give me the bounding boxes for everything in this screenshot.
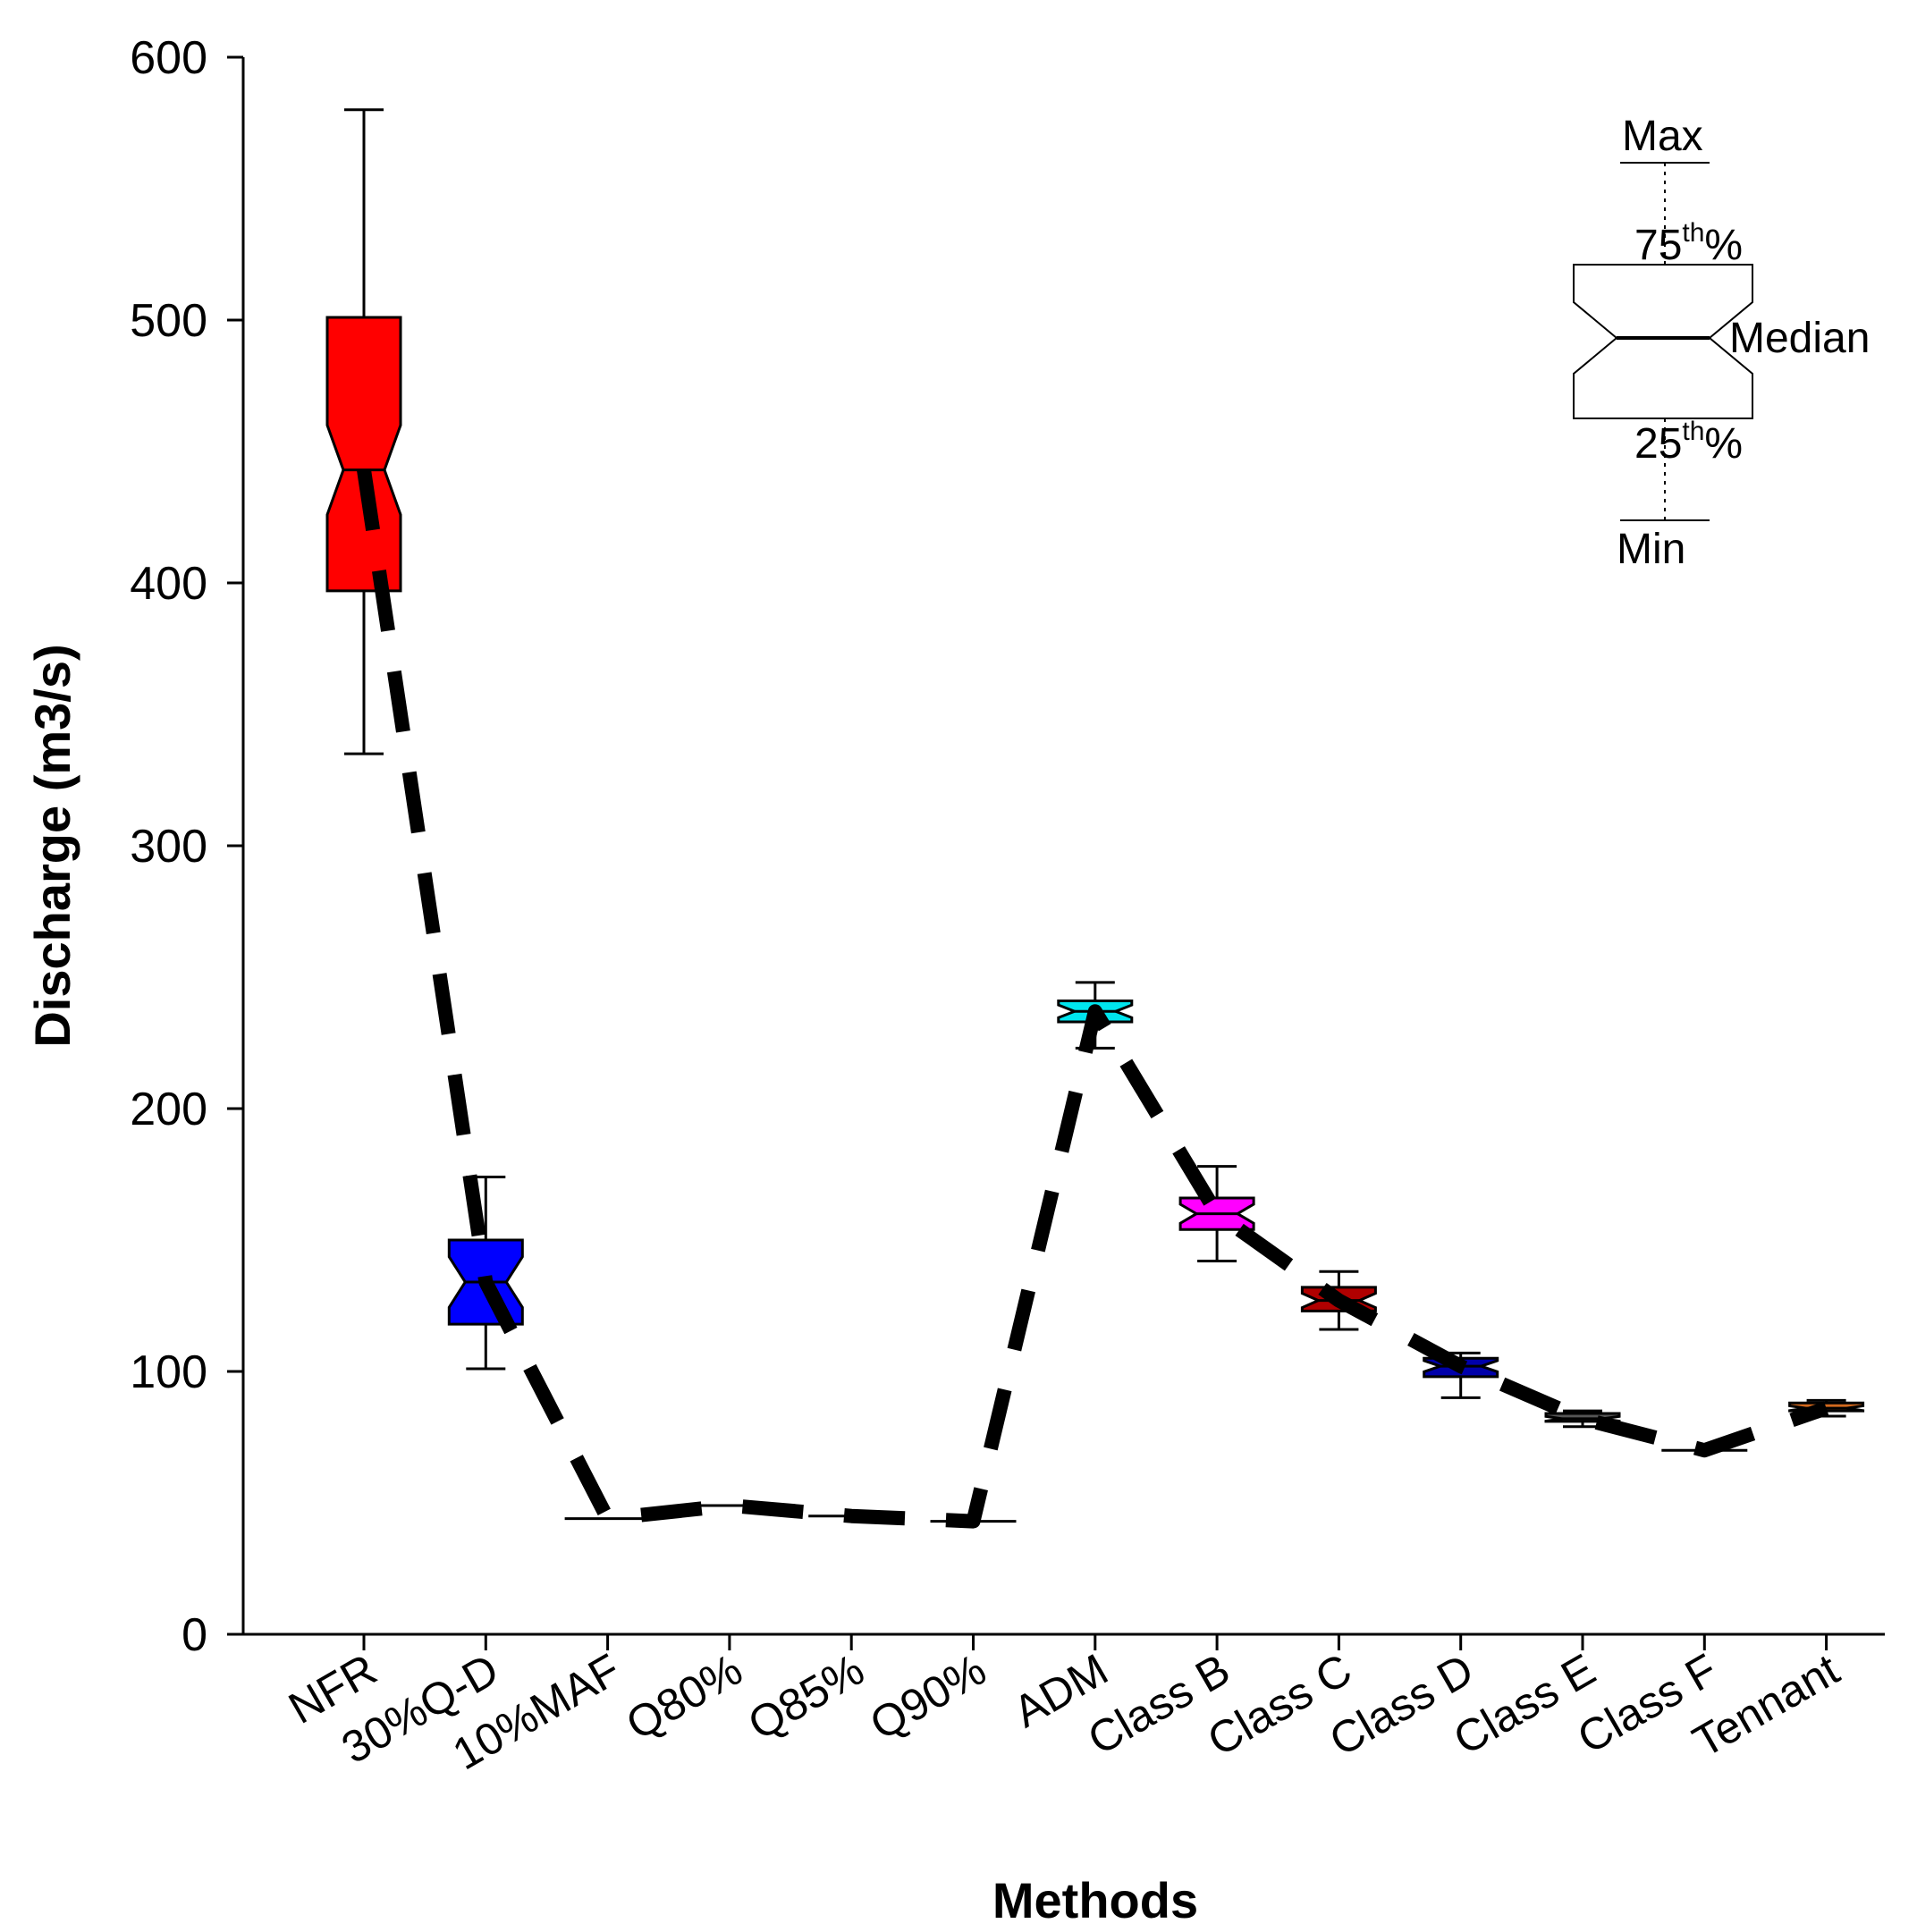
median-trend-line	[357, 468, 1829, 1529]
y-tick-label: 100	[130, 1346, 207, 1398]
legend-min-label: Min	[1617, 526, 1685, 573]
y-ticks: 0 100 200 300 400 500 600	[130, 32, 243, 1661]
legend-median-label: Median	[1729, 315, 1870, 362]
y-axis-title: Discharge (m3/s)	[24, 644, 80, 1047]
box-body	[325, 316, 402, 593]
box-nfr	[325, 108, 402, 755]
trend-layer	[357, 468, 1829, 1529]
y-tick-label: 500	[130, 295, 207, 347]
y-tick-label: 0	[182, 1609, 207, 1661]
y-tick-label: 600	[130, 32, 207, 84]
legend-box	[1573, 264, 1753, 419]
x-tick-label: Q80%	[618, 1644, 750, 1750]
x-tick-label: Q85%	[739, 1644, 872, 1750]
box-class-b	[1178, 1165, 1255, 1263]
y-tick-label: 200	[130, 1084, 207, 1135]
legend-max-label: Max	[1622, 113, 1703, 160]
x-axis-title: Methods	[992, 1872, 1198, 1928]
x-tick-label: Class E	[1445, 1644, 1603, 1765]
box-30-q-d	[447, 1175, 524, 1371]
legend-q3-label: 75th%	[1634, 218, 1743, 269]
y-tick-label: 400	[130, 558, 207, 610]
legend: Max 75th% Median 25th% Min	[1573, 113, 1870, 573]
y-tick-label: 300	[130, 821, 207, 873]
x-tick-label: Q90%	[862, 1644, 994, 1750]
legend-q1-label: 25th%	[1634, 417, 1743, 468]
